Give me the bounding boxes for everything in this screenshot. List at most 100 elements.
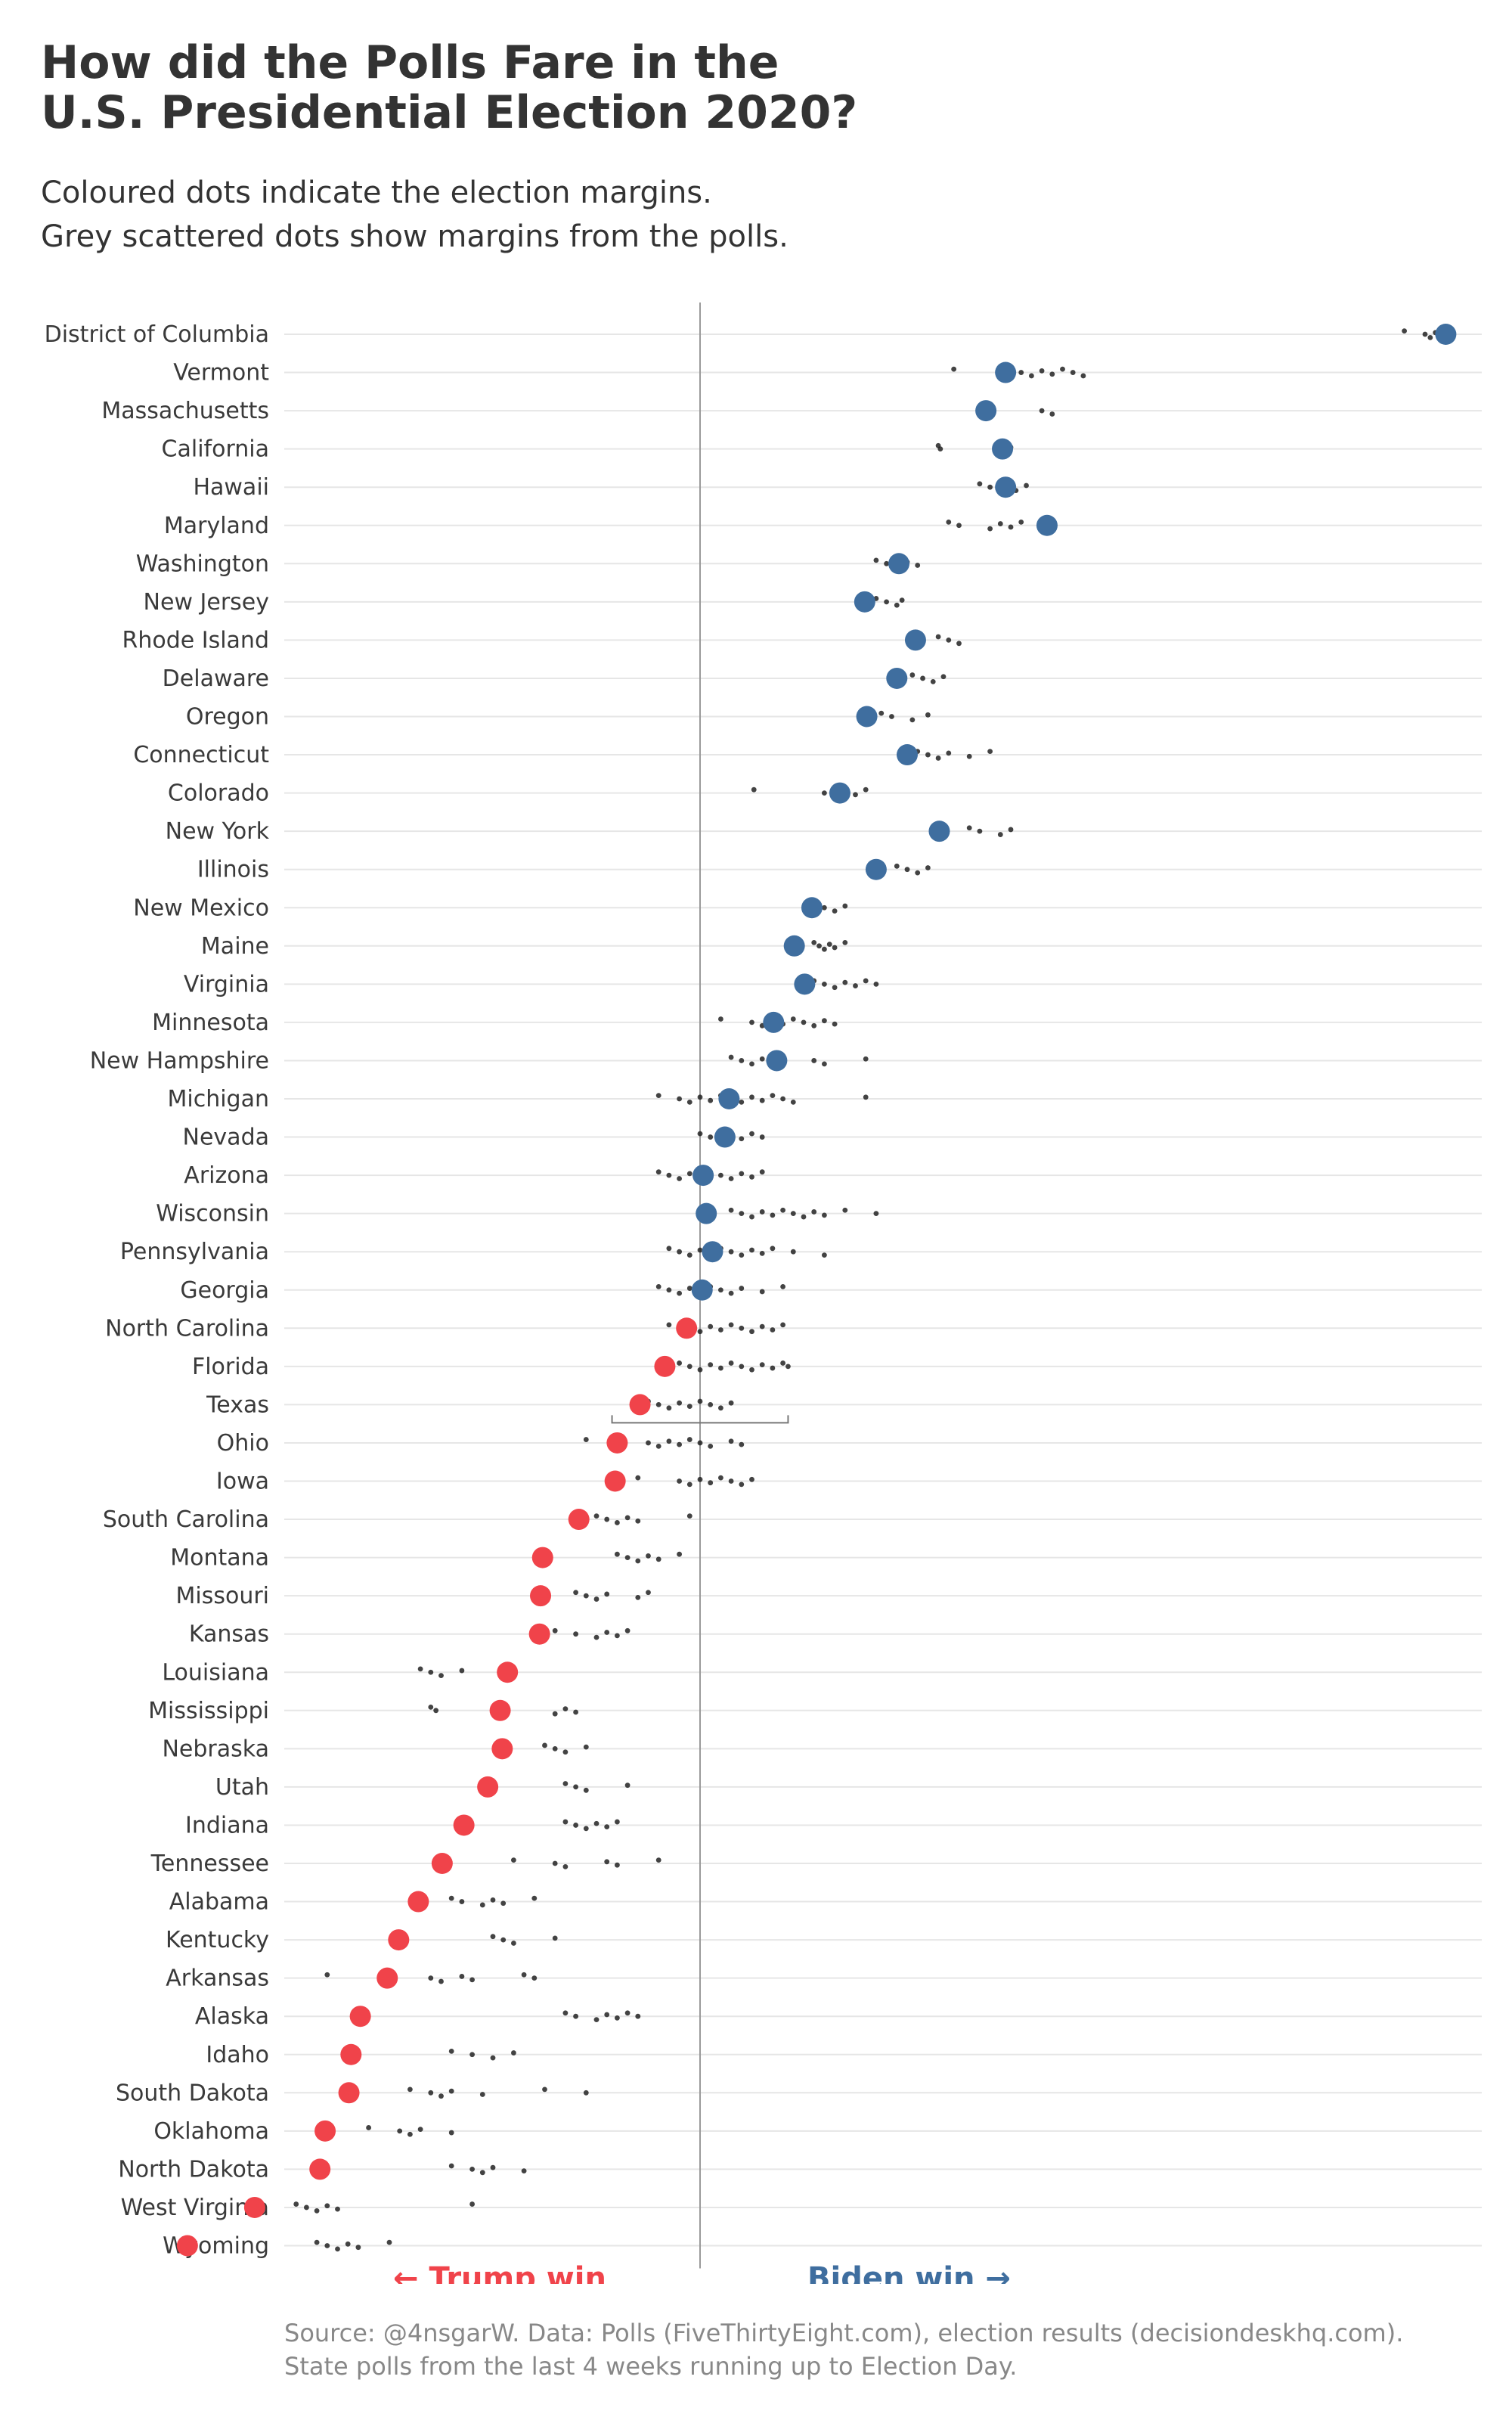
poll-dot-indiana-5 — [615, 1819, 620, 1825]
poll-dot-new-hampshire-7 — [822, 1061, 827, 1067]
poll-dot-indiana-2 — [583, 1826, 589, 1832]
poll-dot-north-carolina-0 — [666, 1322, 672, 1328]
result-dot-texas — [629, 1394, 651, 1416]
poll-dot-north-dakota-4 — [521, 2168, 527, 2174]
poll-dot-minnesota-5 — [790, 1016, 796, 1022]
result-dot-delaware — [886, 667, 908, 689]
poll-dot-iowa-6 — [728, 1478, 734, 1484]
state-label-delaware: Delaware — [163, 666, 269, 692]
state-label-pennsylvania: Pennsylvania — [120, 1239, 269, 1265]
poll-dot-arizona-9 — [749, 1174, 754, 1180]
poll-dot-oregon-0 — [878, 710, 885, 716]
poll-dot-florida-6 — [739, 1364, 745, 1370]
poll-dot-arizona-8 — [739, 1171, 745, 1177]
poll-dot-maryland-1 — [956, 523, 962, 529]
state-label-oregon: Oregon — [186, 704, 269, 731]
poll-dot-michigan-13 — [863, 1094, 869, 1100]
result-dot-maryland — [1036, 514, 1058, 536]
poll-dot-new-hampshire-1 — [739, 1058, 745, 1063]
poll-dot-louisiana-2 — [438, 1673, 444, 1679]
poll-dot-maine-0 — [811, 940, 817, 945]
poll-dot-wisconsin-11 — [873, 1211, 879, 1217]
poll-dot-maine-2 — [822, 946, 827, 952]
poll-dot-vermont-0 — [951, 366, 957, 372]
poll-dot-nevada-1 — [708, 1134, 714, 1140]
poll-dot-indiana-1 — [573, 1823, 578, 1828]
poll-dot-michigan-8 — [749, 1094, 754, 1100]
poll-dot-oregon-1 — [889, 714, 894, 719]
poll-dot-tennessee-3 — [604, 1859, 610, 1865]
poll-dot-pennsylvania-11 — [790, 1249, 796, 1255]
poll-dot-tennessee-5 — [655, 1857, 662, 1863]
poll-dot-vermont-1 — [1018, 370, 1024, 375]
state-label-connecticut: Connecticut — [133, 742, 269, 768]
result-dot-district-of-columbia — [1435, 324, 1457, 345]
poll-dot-iowa-7 — [739, 1481, 745, 1488]
poll-dot-michigan-0 — [655, 1093, 662, 1098]
poll-dot-texas-7 — [718, 1405, 723, 1411]
poll-dot-virginia-3 — [842, 979, 848, 985]
poll-dot-colorado-4 — [853, 792, 858, 798]
state-label-layer: District of Columbia Vermont Massachusetts… — [45, 321, 270, 2260]
poll-dot-maryland-0 — [946, 519, 952, 525]
poll-dot-north-dakota-3 — [490, 2164, 496, 2170]
poll-dot-florida-10 — [780, 1360, 785, 1366]
poll-dot-hawaii-1 — [987, 484, 993, 490]
poll-dot-arizona-6 — [718, 1172, 723, 1178]
poll-dot-texas-8 — [728, 1400, 734, 1406]
result-dot-wisconsin — [696, 1202, 717, 1224]
poll-dot-arkansas-2 — [438, 1978, 444, 1984]
poll-dot-georgia-8 — [739, 1286, 745, 1291]
poll-dot-wisconsin-1 — [739, 1211, 745, 1217]
poll-dot-colorado-0 — [751, 786, 757, 793]
poll-dot-west-virginia-4 — [335, 2206, 340, 2212]
poll-dot-virginia-5 — [863, 978, 869, 984]
state-label-florida: Florida — [192, 1354, 269, 1380]
result-dot-pennsylvania — [702, 1241, 723, 1263]
poll-dot-delaware-0 — [909, 672, 916, 678]
poll-dot-maine-5 — [842, 940, 848, 945]
poll-dot-minnesota-1 — [749, 1019, 754, 1025]
poll-dot-florida-7 — [749, 1367, 754, 1373]
poll-dot-florida-5 — [728, 1360, 734, 1366]
poll-dot-maine-4 — [832, 945, 838, 951]
poll-dot-illinois-1 — [904, 867, 910, 873]
state-label-illinois: Illinois — [197, 857, 269, 883]
poll-dot-wyoming-4 — [355, 2245, 361, 2251]
poll-dot-west-virginia-3 — [324, 2203, 330, 2209]
result-dot-nevada — [714, 1126, 736, 1148]
poll-dot-arizona-0 — [655, 1169, 662, 1175]
poll-dot-rhode-island-1 — [946, 638, 952, 643]
poll-dot-alaska-0 — [562, 2010, 569, 2016]
state-label-wisconsin: Wisconsin — [156, 1201, 269, 1227]
chart-title: How did the Polls Fare in the U.S. Presi… — [41, 38, 1250, 138]
poll-dot-texas-1 — [655, 1402, 662, 1407]
poll-dot-utah-1 — [573, 1784, 578, 1790]
poll-dot-pennsylvania-3 — [697, 1247, 703, 1253]
poll-dot-colorado-1 — [822, 790, 827, 796]
source-line-2: State polls from the last 4 weeks runnin… — [284, 2352, 1018, 2381]
poll-dot-florida-0 — [677, 1360, 682, 1366]
poll-dot-alabama-2 — [479, 1902, 485, 1908]
poll-dot-arizona-3 — [686, 1171, 692, 1177]
poll-dot-nebraska-1 — [552, 1745, 558, 1751]
result-dot-colorado — [829, 782, 850, 804]
poll-dot-new-mexico-1 — [822, 904, 827, 911]
state-label-new-hampshire: New Hampshire — [90, 1047, 269, 1074]
result-dot-new-mexico — [801, 897, 823, 919]
poll-dot-new-york-1 — [977, 828, 983, 834]
result-dot-oklahoma — [314, 2120, 336, 2142]
poll-dot-hawaii-3 — [1024, 482, 1029, 489]
state-label-alaska: Alaska — [195, 2003, 269, 2030]
poll-dot-new-york-3 — [1008, 827, 1014, 833]
poll-dot-texas-4 — [686, 1404, 692, 1409]
poll-dot-utah-3 — [624, 1782, 631, 1789]
poll-dot-florida-11 — [785, 1364, 791, 1370]
poll-dot-oklahoma-1 — [397, 2128, 403, 2134]
poll-dot-nevada-0 — [697, 1131, 703, 1137]
poll-dot-michigan-7 — [739, 1100, 745, 1105]
poll-dot-missouri-0 — [573, 1590, 578, 1596]
poll-dot-florida-8 — [759, 1362, 765, 1368]
poll-dot-maine-3 — [826, 942, 832, 947]
poll-dot-nebraska-2 — [562, 1749, 569, 1755]
